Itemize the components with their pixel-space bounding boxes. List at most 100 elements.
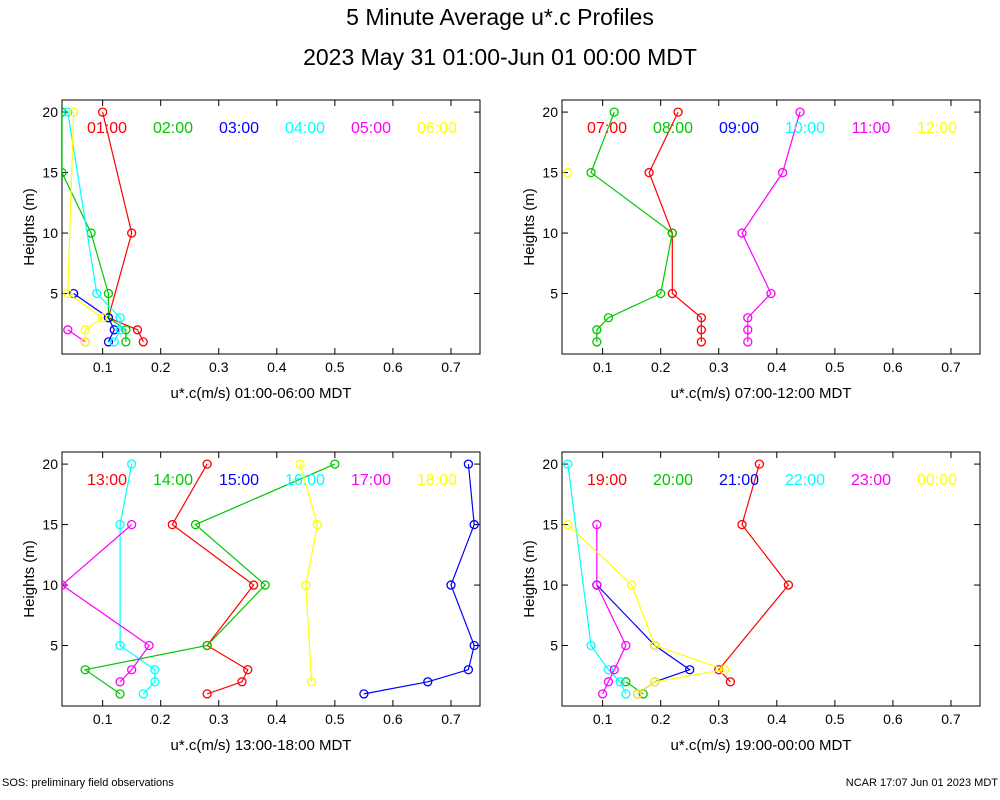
x-axis-label: u*.c(m/s) 01:00-06:00 MDT (171, 385, 352, 402)
legend-entry: 23:00 (851, 472, 891, 489)
data-point (586, 640, 596, 651)
data-point (603, 313, 614, 323)
data-point (673, 107, 683, 117)
legend-entry: 06:00 (417, 120, 457, 137)
data-point (656, 288, 666, 299)
data-point (632, 689, 643, 699)
plot-panel: 0.1 0.2 0.3 0.4 0.5 0.6 0.7 5 10 15 20 u*.c(m/s) 13… (21, 451, 481, 754)
data-point (80, 325, 90, 335)
data-point (743, 313, 753, 323)
data-point (260, 580, 270, 590)
x-tick-label: 0.6 (883, 359, 903, 375)
data-point (121, 325, 131, 335)
data-point (330, 459, 340, 469)
series-line (83, 463, 336, 695)
y-tick-label: 20 (42, 104, 58, 120)
series-line (363, 464, 475, 695)
data-point (97, 313, 108, 323)
x-axis-label: u*.c(m/s) 07:00-12:00 MDT (671, 385, 852, 402)
x-tick-label: 0.3 (709, 711, 729, 727)
data-point (127, 228, 137, 238)
data-point (144, 640, 154, 651)
x-tick-label: 0.6 (383, 711, 403, 727)
series-line (596, 524, 627, 695)
data-point (243, 665, 253, 675)
x-tick-label: 0.2 (651, 711, 671, 727)
data-point (62, 167, 67, 178)
data-point (150, 665, 160, 675)
data-point (63, 107, 73, 117)
data-point (563, 519, 573, 530)
series-line (67, 112, 104, 342)
x-tick-label: 0.7 (441, 711, 461, 727)
data-point (777, 167, 788, 178)
y-tick-label: 20 (42, 456, 58, 472)
plot-panel: 0.1 0.2 0.3 0.4 0.5 0.6 0.7 5 10 15 20 u*.c(m/s) 01… (21, 99, 481, 402)
data-point (115, 640, 125, 651)
data-point (644, 167, 654, 178)
data-point (615, 677, 625, 687)
x-tick-label: 0.4 (267, 359, 287, 375)
data-point (115, 313, 125, 323)
data-point (115, 689, 125, 699)
data-point (737, 228, 747, 238)
legend-entry: 01:00 (87, 120, 127, 137)
data-point (127, 665, 137, 675)
x-tick-label: 0.1 (93, 711, 113, 727)
data-point (127, 519, 137, 530)
legend-entry: 11:00 (852, 120, 891, 137)
x-tick-label: 0.2 (151, 359, 171, 375)
data-point (248, 580, 259, 590)
legend-entry: 04:00 (285, 120, 325, 137)
data-point (359, 689, 369, 699)
data-point (103, 288, 114, 299)
series-line (741, 111, 801, 342)
y-tick-label: 20 (542, 456, 558, 472)
data-point (63, 325, 73, 335)
data-point (138, 337, 148, 347)
data-point (68, 107, 79, 117)
x-tick-label: 0.5 (325, 711, 345, 727)
data-point (150, 677, 160, 687)
y-tick-label: 5 (550, 638, 558, 654)
series-line (567, 524, 727, 695)
legend-entry: 10:00 (785, 120, 825, 137)
y-tick-label: 5 (50, 638, 58, 654)
plot-data (62, 459, 479, 699)
x-tick-label: 0.7 (441, 359, 461, 375)
y-tick-label: 20 (542, 104, 558, 120)
x-tick-label: 0.4 (267, 711, 287, 727)
legend-entry: 18:00 (417, 472, 457, 489)
data-point (563, 459, 573, 469)
legend-entry: 16:00 (285, 472, 325, 489)
series-line (717, 463, 790, 683)
data-point (115, 677, 125, 687)
data-point (783, 580, 794, 590)
y-axis-label: Heights (m) (21, 540, 38, 618)
data-point (115, 325, 125, 335)
y-tick-label: 5 (550, 286, 558, 302)
data-point (306, 677, 317, 687)
y-tick-label: 5 (50, 286, 58, 302)
data-point (609, 665, 619, 675)
x-tick-label: 0.7 (941, 359, 961, 375)
series-line (648, 111, 702, 342)
series-line (590, 111, 673, 342)
plot-frame (561, 451, 981, 707)
legend-entry: 15:00 (219, 472, 259, 489)
data-point (301, 580, 311, 590)
data-point (63, 288, 73, 299)
plot-data (62, 107, 148, 347)
chart-subtitle: 2023 May 31 01:00-Jun 01 00:00 MDT (303, 44, 697, 70)
y-axis-label: Heights (m) (21, 188, 38, 266)
x-tick-label: 0.4 (767, 359, 787, 375)
plot-frame (561, 99, 981, 355)
data-point (696, 313, 706, 323)
legend-entry: 17:00 (351, 472, 391, 489)
x-axis-label: u*.c(m/s) 19:00-00:00 MDT (671, 737, 852, 754)
data-point (92, 288, 102, 299)
y-tick-label: 10 (542, 225, 558, 241)
data-point (295, 459, 305, 469)
data-point (743, 337, 753, 347)
plot-data (563, 107, 805, 347)
